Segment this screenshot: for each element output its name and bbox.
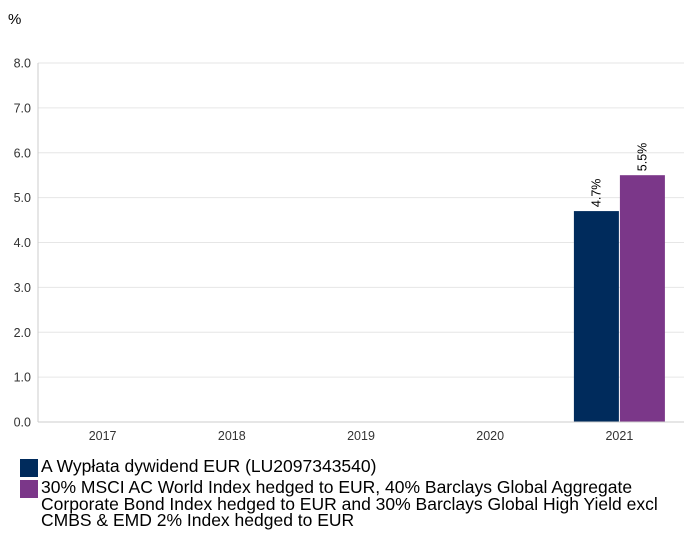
legend-swatch-fund [20,459,38,477]
y-tick-label: 3.0 [14,281,31,295]
bar[interactable] [573,211,619,422]
y-axis-tick-labels: 0.0 1.0 2.0 3.0 4.0 5.0 6.0 7.0 8.0 [14,57,31,430]
axes [37,63,684,423]
legend-swatch-benchmark [20,480,38,498]
y-tick-label: 2.0 [14,326,31,340]
y-tick-label: 0.0 [14,416,31,430]
legend: A Wypłata dywidend EUR (LU2097343540) 30… [20,458,684,531]
x-tick-label: 2019 [347,429,375,443]
x-tick-label: 2017 [89,429,117,443]
y-tick-label: 6.0 [14,146,31,160]
data-labels: 4.7% 5.5% [589,143,649,207]
y-tick-label: 5.0 [14,191,31,205]
y-tick-label: 4.0 [14,236,31,250]
y-axis-unit-label: % [8,11,21,28]
bar[interactable] [619,175,665,422]
bar-chart: % 0.0 1.0 2.0 3.0 4.0 5.0 6.0 7.0 8.0 4.7% 5.5% 2… [8,11,684,443]
y-tick-label: 8.0 [14,57,31,71]
y-tick-label: 1.0 [14,371,31,385]
x-tick-label: 2018 [218,429,246,443]
data-label: 5.5% [635,143,649,172]
bars [573,175,665,422]
data-label: 4.7% [589,179,603,208]
legend-item[interactable]: A Wypłata dywidend EUR (LU2097343540) [20,458,684,477]
legend-label-fund: A Wypłata dywidend EUR (LU2097343540) [41,456,377,476]
gridlines [38,62,684,423]
y-tick-label: 7.0 [14,101,31,115]
legend-item[interactable]: 30% MSCI AC World Index hedged to EUR, 4… [20,477,684,530]
x-axis-tick-labels: 2017 2018 2019 2020 2021 [89,429,634,443]
x-tick-label: 2020 [476,429,504,443]
legend-label-benchmark: 30% MSCI AC World Index hedged to EUR, 4… [41,477,658,530]
x-tick-label: 2021 [605,429,633,443]
